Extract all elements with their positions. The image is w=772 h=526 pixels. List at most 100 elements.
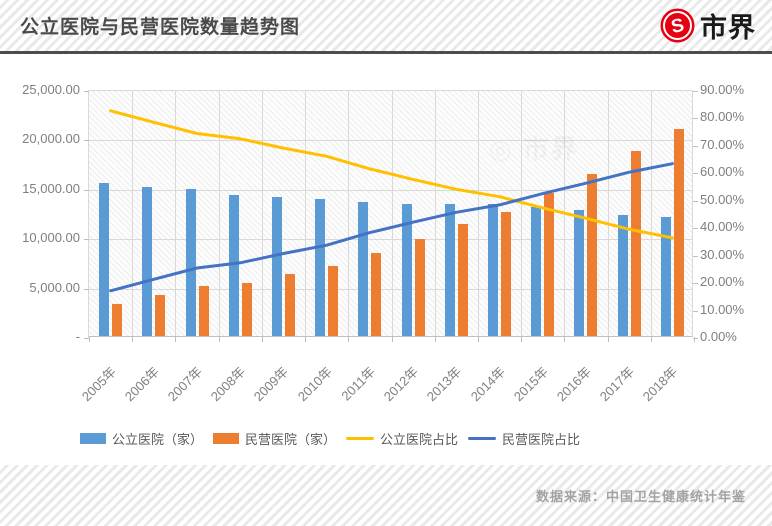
x-axis-tick — [434, 337, 436, 342]
legend-swatch-line — [346, 437, 375, 440]
bar-公立医院（家）-2007年 — [185, 188, 196, 336]
gridline-horizontal — [89, 140, 692, 142]
gridline-vertical — [175, 91, 177, 336]
gridline-vertical — [305, 91, 307, 336]
bar-民营医院（家）-2010年 — [328, 266, 339, 336]
right-axis-tick — [693, 145, 698, 147]
gridline-vertical — [132, 91, 134, 336]
legend-label: 民营医院（家） — [245, 432, 337, 447]
right-axis-tick — [693, 173, 698, 175]
bar-公立医院（家）-2012年 — [401, 203, 412, 336]
right-axis-tick — [693, 255, 698, 257]
bar-公立医院（家）-2018年 — [660, 217, 671, 336]
trend-lines — [109, 109, 674, 293]
brand-circle-icon: S — [660, 8, 695, 43]
gridline-vertical — [391, 91, 393, 336]
chart-panel: ◎ 市界 25,000.00 20,000.00 15,000.00 10,000.0… — [0, 57, 772, 465]
left-axis-label: 25,000.00 — [22, 82, 80, 97]
bar-民营医院（家）-2016年 — [587, 173, 598, 336]
page-title: 公立医院与民营医院数量趋势图 — [20, 17, 301, 38]
x-axis-tick — [391, 337, 393, 342]
bar-民营医院（家）-2014年 — [501, 212, 512, 336]
gridline-vertical — [261, 91, 263, 336]
x-axis-tick — [564, 337, 566, 342]
left-axis-tick — [84, 140, 89, 142]
right-axis-label: 90.00% — [700, 82, 745, 97]
right-axis-label: 30.00% — [700, 246, 745, 262]
brand-logo: S 市界 — [660, 6, 756, 45]
left-axis-label: 20,000.00 — [22, 131, 80, 147]
right-axis-tick — [693, 91, 698, 92]
legend-label: 公立医院占比 — [380, 432, 459, 447]
bar-民营医院（家）-2005年 — [112, 304, 123, 336]
footer: 数据来源：中国卫生健康统计年鉴 — [0, 465, 772, 526]
bar-公立医院（家）-2008年 — [228, 194, 239, 336]
bar-公立医院（家）-2017年 — [617, 214, 628, 336]
left-axis-tick — [84, 239, 89, 241]
gridline-vertical — [607, 91, 609, 336]
x-axis-tick — [175, 337, 177, 342]
right-axis-label: 40.00% — [700, 219, 745, 235]
gridline-vertical — [434, 91, 436, 336]
bar-公立医院（家）-2015年 — [531, 206, 542, 336]
x-axis-tick — [218, 337, 220, 342]
right-axis-label: 60.00% — [700, 164, 745, 180]
bar-公立医院（家）-2016年 — [574, 210, 585, 336]
left-axis-label: 5,000.00 — [29, 279, 80, 295]
bar-民营医院（家）-2013年 — [457, 224, 468, 336]
bar-民营医院（家）-2011年 — [371, 252, 382, 336]
bar-民营医院（家）-2012年 — [414, 239, 425, 336]
gridline-vertical — [218, 91, 220, 336]
legend-item-民营医院（家）: 民营医院（家） — [213, 429, 336, 448]
bar-民营医院（家）-2007年 — [198, 285, 209, 336]
right-axis-tick — [693, 283, 698, 285]
gridline-horizontal — [89, 288, 692, 290]
left-axis-tick — [84, 91, 89, 92]
bar-民营医院（家）-2015年 — [544, 192, 555, 336]
bar-公立医院（家）-2009年 — [271, 197, 282, 336]
right-axis-label: 20.00% — [700, 274, 745, 290]
x-axis-tick — [477, 337, 479, 342]
gridline-vertical — [521, 91, 523, 336]
x-axis-tick — [89, 337, 90, 342]
x-axis-tick — [261, 337, 263, 342]
x-axis-tick — [348, 337, 350, 342]
legend-label: 民营医院占比 — [502, 432, 581, 447]
legend-item-民营医院占比: 民营医院占比 — [468, 429, 580, 448]
left-axis-tick — [84, 338, 89, 339]
right-axis-tick — [693, 228, 698, 230]
bar-公立医院（家）-2013年 — [444, 203, 455, 336]
right-axis-label: 0.00% — [700, 329, 737, 344]
left-axis-tick — [84, 189, 89, 191]
x-axis-tick — [650, 337, 652, 342]
header: 公立医院与民营医院数量趋势图 S 市界 — [0, 0, 772, 54]
right-axis-label: 50.00% — [700, 191, 745, 207]
right-axis-label: 10.00% — [700, 301, 745, 317]
legend-item-公立医院（家）: 公立医院（家） — [80, 429, 203, 448]
bar-民营医院（家）-2008年 — [241, 282, 252, 336]
right-axis-label: 80.00% — [700, 109, 745, 125]
x-axis-tick — [521, 337, 523, 342]
legend-swatch-bar — [80, 433, 106, 444]
legend-item-公立医院占比: 公立医院占比 — [346, 429, 458, 448]
bar-民营医院（家）-2017年 — [630, 150, 641, 336]
bar-公立医院（家）-2005年 — [99, 183, 110, 336]
bar-公立医院（家）-2014年 — [488, 204, 499, 336]
gridline-vertical — [477, 91, 479, 336]
right-axis-label: 70.00% — [700, 136, 745, 152]
x-axis-tick — [305, 337, 307, 342]
svg-text:S: S — [669, 15, 686, 38]
bar-公立医院（家）-2010年 — [315, 199, 326, 336]
data-source-text: 数据来源：中国卫生健康统计年鉴 — [535, 489, 746, 504]
bar-民营医院（家）-2009年 — [284, 274, 295, 336]
x-axis-tick — [607, 337, 609, 342]
legend: 公立医院（家） 民营医院（家） 公立医院占比 民营医院占比 — [80, 429, 580, 448]
gridline-vertical — [650, 91, 652, 336]
left-axis-label: 10,000.00 — [22, 230, 80, 246]
left-axis-label: 15,000.00 — [22, 180, 80, 196]
legend-label: 公立医院（家） — [112, 432, 204, 447]
legend-swatch-line — [468, 437, 497, 440]
right-axis-tick — [693, 200, 698, 202]
brand-name: 市界 — [700, 13, 756, 43]
